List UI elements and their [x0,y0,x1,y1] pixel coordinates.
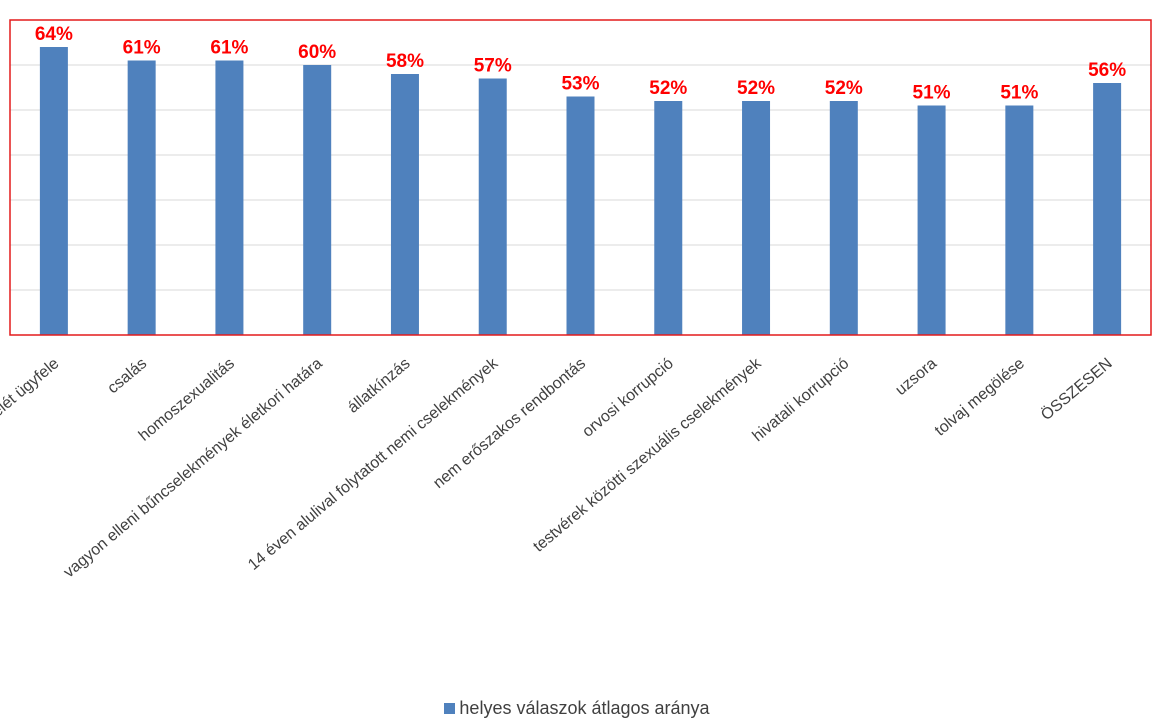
bar [478,78,507,335]
data-labels: 64% 61% 61% 60% 58% 57% 53% 52% 52% 52% 51% 51% 56% [35,24,1126,104]
bar [829,101,858,335]
data-label: 51% [913,83,951,104]
data-label: 57% [474,56,512,77]
bar [1005,105,1034,335]
bar [566,96,595,335]
legend-label: helyes válaszok átlagos aránya [459,698,710,718]
category-label: tolvaj megölése [932,355,1028,440]
data-label: 61% [210,38,248,59]
data-label: 52% [825,78,863,99]
data-label: 61% [123,38,161,59]
category-label: uzsora [892,355,940,399]
category-label: nem erőszakos rendbontás [430,355,589,492]
bar [215,60,244,335]
bar [654,101,683,335]
category-labels: ügyvéd ölte meg az ügyfelét ügyfele csalá… [0,354,1116,581]
data-label: 53% [561,74,599,95]
bars [39,47,1122,335]
data-label: 60% [298,42,336,63]
data-label: 56% [1088,60,1126,81]
category-label: hivatali korrupció [749,355,852,445]
bar [917,105,946,335]
bar [390,74,419,335]
data-label: 52% [649,78,687,99]
category-label: ügyvéd ölte meg az ügyfelét ügyfele [0,355,63,532]
category-label: állatkínzás [345,355,414,417]
data-label: 52% [737,78,775,99]
category-label: ÖSSZESEN [1037,354,1115,424]
category-label: orvosi korrupció [579,355,677,441]
legend: helyes válaszok átlagos aránya [0,698,1154,719]
data-label: 58% [386,51,424,72]
bar [127,60,156,335]
plot-frame [9,19,1152,336]
legend-swatch [444,703,456,714]
category-label: csalás [105,355,151,397]
bar [742,101,771,335]
bar [303,65,332,335]
bar [39,47,68,335]
bar [1093,83,1122,335]
data-label: 64% [35,24,73,45]
data-label: 51% [1000,83,1038,104]
